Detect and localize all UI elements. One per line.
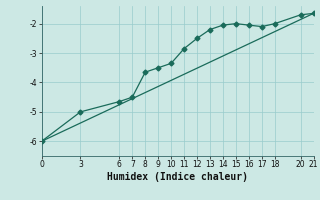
X-axis label: Humidex (Indice chaleur): Humidex (Indice chaleur) <box>107 172 248 182</box>
